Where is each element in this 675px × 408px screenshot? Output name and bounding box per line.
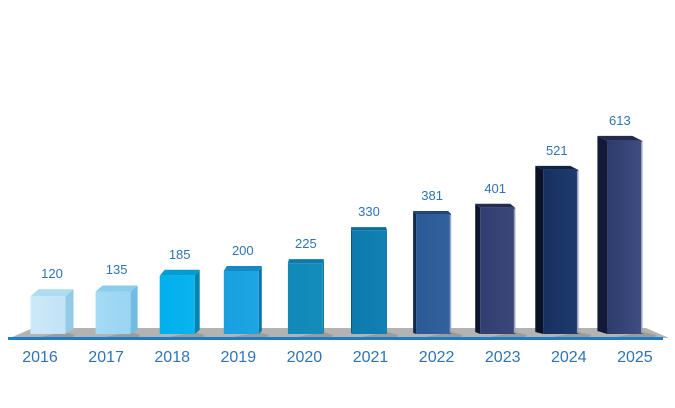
axis-label-2024: 2024 [551,349,587,366]
bar-side-face [475,203,481,334]
bar-top-face [287,259,324,264]
bar-shadow [420,332,463,338]
axis-label-2025: 2025 [617,349,653,366]
bar-side-face [194,269,200,334]
bar-2017 [95,285,140,338]
axis-label-2022: 2022 [418,349,455,366]
axis-label-2017: 2017 [88,349,124,366]
value-label-2021: 330 [358,204,380,220]
bar-2022 [413,211,463,338]
value-label-2016: 120 [41,266,63,282]
bar-front-face [480,207,516,334]
bar-top-face [159,269,200,276]
bar-shadow [356,332,399,338]
value-label-2025: 613 [609,112,631,128]
bar-2021 [351,227,399,338]
bar-front-face [95,291,131,334]
bar-shadow [547,332,592,338]
value-label-2020: 225 [295,236,317,252]
bar-top-face [597,135,643,141]
bar-side-face [597,135,608,334]
bar-shadow [611,332,657,338]
bar-2020 [287,259,333,338]
value-label-2022: 381 [421,187,443,203]
value-label-2023: 401 [484,180,507,196]
bar-2019 [223,266,269,338]
bar-side-face [535,165,544,334]
bar-front-face [607,140,643,334]
bar-2016 [30,289,75,338]
bar-top-face [30,289,74,297]
axis-label-2023: 2023 [484,349,521,366]
bar-top-face [223,266,262,271]
bar-side-face [65,289,74,334]
bar-top-face [95,285,138,292]
axis-label-2021: 2021 [352,349,389,366]
axis-label-2019: 2019 [220,349,257,366]
bar-front-face [352,230,387,334]
bar-side-face [351,227,352,334]
bar-front-face [159,275,195,334]
bar-2023 [475,203,527,338]
value-label-2018: 185 [168,246,191,262]
axis-label-2020: 2020 [286,349,323,366]
bar-front-face [287,263,323,334]
bar-2025 [597,135,657,338]
bar-top-face [351,227,387,231]
value-label-2024: 521 [545,142,568,158]
bar-side-face [322,259,324,334]
bar-front-face [30,296,66,334]
bar-side-face [130,285,138,334]
bar-front-face [223,271,259,334]
bar-2024 [535,165,592,338]
value-label-2019: 200 [231,243,254,258]
axis-label-2018: 2018 [154,349,190,366]
value-label-2017: 135 [105,262,128,278]
x-axis-line [8,337,663,340]
bar-shadow [484,332,527,338]
bar-side-face [413,211,417,334]
bar-2018 [159,269,205,338]
bar-side-face [258,266,262,334]
bar-top-face [535,165,579,170]
bar-front-face [543,169,579,334]
axis-label-2016: 2016 [22,349,58,366]
bar-front-face [416,214,452,334]
bar-top-face [413,211,452,214]
bar-top-face [475,203,516,208]
